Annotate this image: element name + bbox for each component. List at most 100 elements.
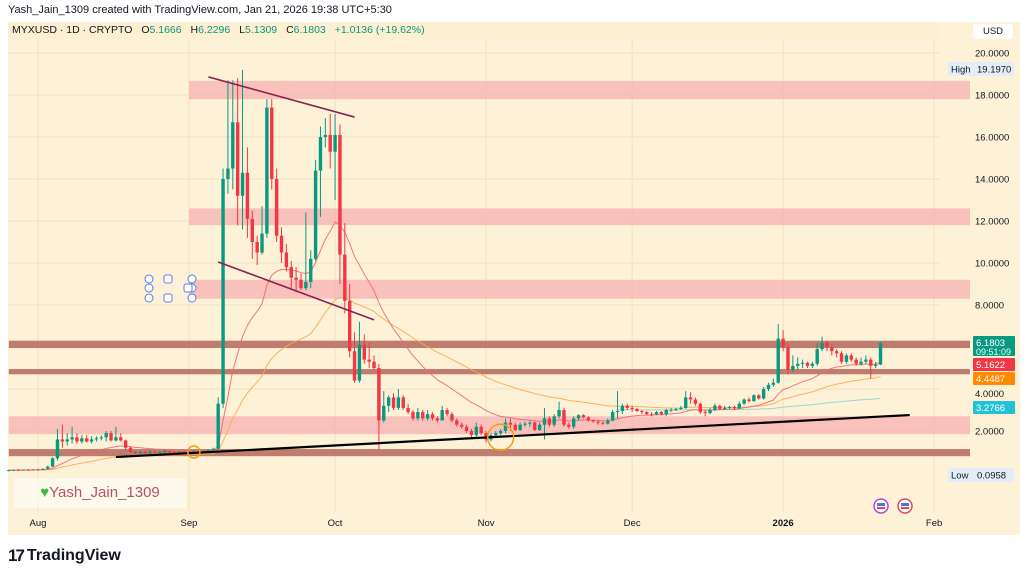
- candle-body: [864, 359, 868, 362]
- candle-body: [109, 433, 113, 441]
- horizontal-level[interactable]: [8, 369, 970, 375]
- candle-body: [503, 422, 508, 431]
- price-tag-countdown: 09:51:09: [976, 347, 1011, 357]
- candle-body: [635, 408, 639, 412]
- candle-body: [508, 422, 513, 425]
- candle-body: [114, 437, 118, 441]
- trend-line[interactable]: [115, 413, 910, 459]
- candle-body: [596, 421, 600, 423]
- highlight-circle[interactable]: [187, 445, 201, 459]
- candle-body: [518, 424, 522, 430]
- candle-body: [80, 438, 84, 442]
- support-resistance-zone[interactable]: [188, 208, 971, 226]
- candle-body: [377, 368, 381, 421]
- price-axis-label: 14.0000: [975, 175, 1009, 186]
- candle-body: [221, 179, 225, 404]
- candle-body: [494, 433, 498, 436]
- candle-body: [182, 451, 186, 453]
- price-axis-label: 2.0000: [975, 427, 1004, 438]
- candle-body: [542, 418, 547, 425]
- extreme-marker-bg: [948, 468, 1014, 482]
- horizontal-level[interactable]: [8, 340, 970, 349]
- candle-body: [372, 361, 376, 368]
- candle-body: [722, 407, 727, 409]
- channel-line[interactable]: [217, 261, 375, 321]
- candle-body: [94, 438, 99, 440]
- candle-body: [766, 384, 771, 389]
- selection-handle-icon[interactable]: [144, 293, 154, 303]
- candle-body: [11, 469, 16, 471]
- highlight-circle[interactable]: [486, 423, 515, 452]
- candle-body: [138, 452, 142, 454]
- candle-body: [240, 172, 245, 196]
- time-axis-label: Sep: [181, 518, 198, 529]
- candle-body: [318, 137, 323, 171]
- candle-body: [718, 405, 722, 409]
- extreme-marker-label: Low: [951, 471, 969, 482]
- candle-body: [800, 362, 805, 364]
- candle-body: [586, 417, 591, 421]
- candle-body: [328, 134, 332, 152]
- candle-body: [162, 450, 167, 452]
- candle-body: [703, 412, 707, 414]
- candle-body: [844, 355, 849, 362]
- price-axis-label: 16.0000: [975, 133, 1009, 144]
- time-axis-label: Aug: [30, 518, 47, 529]
- candle-body: [459, 424, 464, 427]
- symbol-info[interactable]: MYXUSD · 1D · CRYPTO: [12, 24, 133, 36]
- candle-body: [421, 412, 425, 419]
- candle-body: [143, 452, 147, 453]
- price-tag-value: 4.4487: [976, 374, 1005, 385]
- price-tag-value: 6.1803: [976, 338, 1005, 349]
- price-tag: [973, 372, 1015, 385]
- moving-average-slow: [617, 397, 881, 411]
- tradingview-logo-icon: 17: [8, 546, 25, 565]
- candle-body: [172, 452, 177, 453]
- candle-body: [382, 405, 386, 421]
- candle-body: [791, 365, 795, 371]
- candle-body: [528, 422, 532, 424]
- candle-body: [158, 452, 162, 453]
- candle-body: [547, 418, 552, 425]
- channel-line[interactable]: [208, 76, 355, 118]
- candle-body: [698, 403, 703, 413]
- open-value: 5.1666: [149, 24, 182, 36]
- selection-handle-icon[interactable]: [187, 274, 197, 284]
- tradingview-logo-text: TradingView: [26, 547, 121, 564]
- support-resistance-zone[interactable]: [188, 279, 971, 299]
- candle-body: [552, 416, 556, 425]
- horizontal-level[interactable]: [8, 449, 970, 457]
- candle-body: [274, 179, 279, 236]
- support-resistance-zone[interactable]: [188, 80, 971, 100]
- price-axis-label: 18.0000: [975, 91, 1009, 102]
- candle-body: [411, 412, 415, 419]
- candle-body: [474, 426, 478, 436]
- candle-body: [304, 281, 308, 289]
- support-resistance-zone[interactable]: [8, 416, 970, 435]
- candle-body: [323, 134, 328, 137]
- time-axis-label: 2026: [773, 518, 794, 529]
- candle-body: [732, 406, 737, 409]
- candle-body: [805, 362, 810, 366]
- currency-button[interactable]: USD: [973, 24, 1013, 39]
- tradingview-logo[interactable]: 17 TradingView: [8, 546, 121, 566]
- candle-body: [839, 353, 844, 362]
- selection-handle-icon[interactable]: [163, 274, 173, 284]
- candle-body: [669, 409, 673, 411]
- selection-handle-icon[interactable]: [144, 283, 154, 293]
- candle-body: [211, 448, 216, 450]
- candle-body: [606, 420, 610, 424]
- candle-body: [601, 422, 605, 424]
- high-label: H: [190, 24, 199, 36]
- high-value: 6.2296: [198, 24, 231, 36]
- candle-body: [757, 395, 761, 399]
- candle-body: [75, 437, 79, 442]
- candle-body: [659, 412, 664, 415]
- selection-handle-icon[interactable]: [163, 293, 173, 303]
- selection-handle-icon[interactable]: [183, 283, 193, 293]
- candle-body: [133, 452, 138, 454]
- price-tag: [973, 401, 1015, 414]
- selection-handle-icon[interactable]: [144, 274, 154, 284]
- selection-handle-icon[interactable]: [187, 293, 197, 303]
